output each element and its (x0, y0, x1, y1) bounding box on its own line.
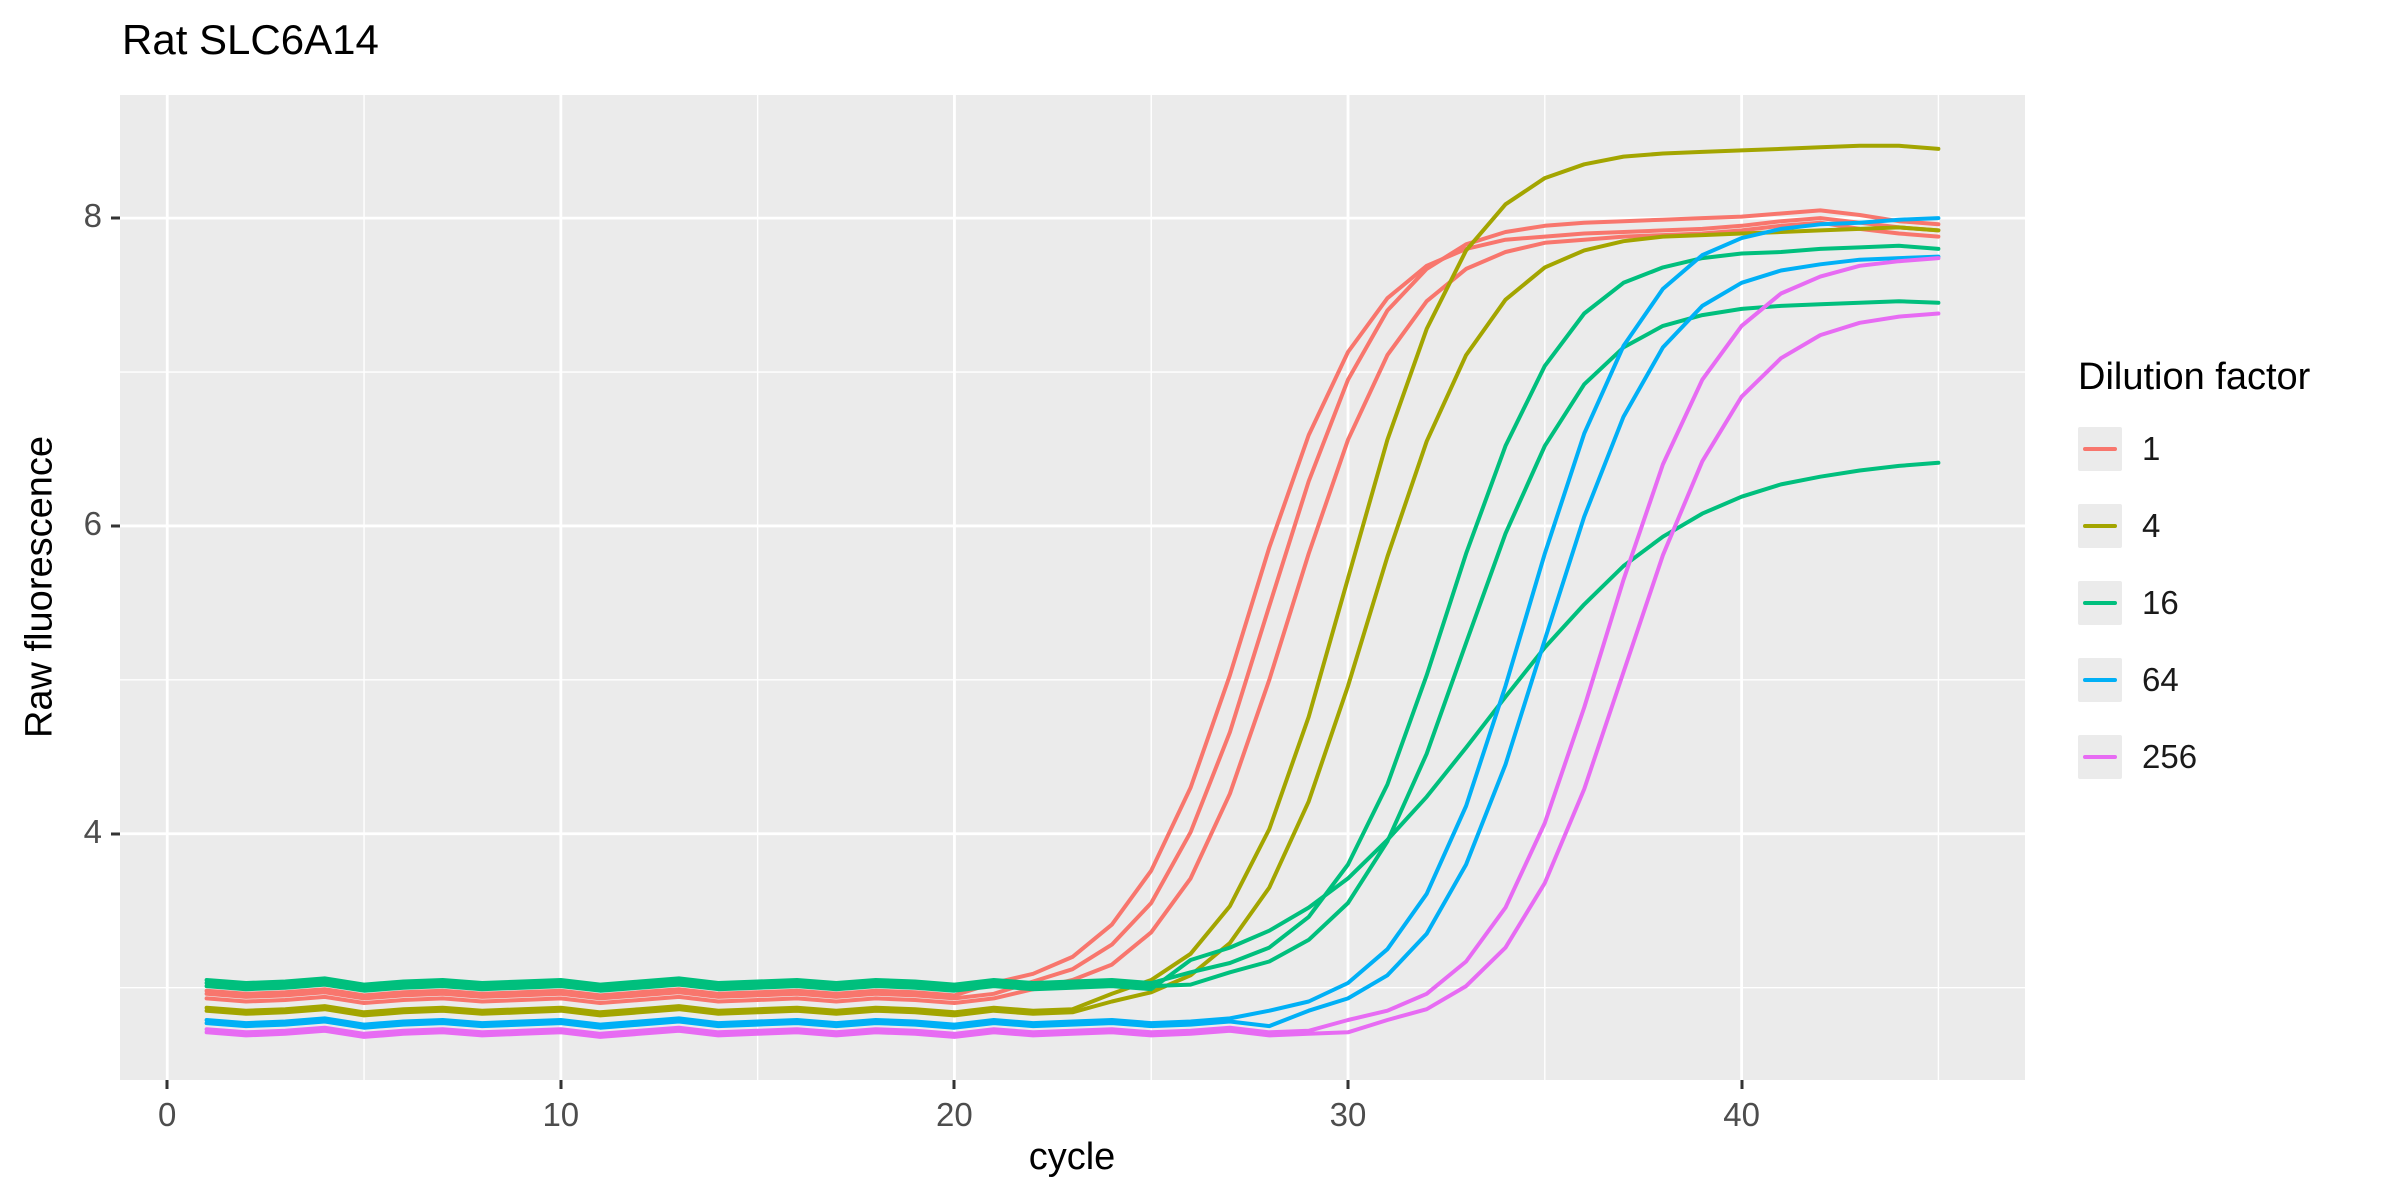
series-line-1-A (204, 208, 1941, 1001)
x-tick-mark (952, 1080, 956, 1089)
legend-key (2078, 735, 2122, 779)
series-line-64-A (204, 216, 1941, 1027)
y-axis-label: Raw fluorescence (18, 435, 61, 739)
series-line-16-B (204, 299, 1941, 990)
legend-key (2078, 504, 2122, 548)
legend-line-swatch (2083, 600, 2117, 606)
legend-label: 4 (2142, 507, 2161, 544)
x-tick-mark (1346, 1080, 1350, 1089)
legend-items: 1 4 16 64 256 (2078, 427, 2388, 779)
x-tick-label: 0 (158, 1096, 177, 1133)
x-tick-label: 30 (1329, 1096, 1367, 1133)
legend-title: Dilution factor (2078, 356, 2311, 398)
x-tick-label: 20 (936, 1096, 973, 1133)
plot-panel-svg (120, 95, 2025, 1080)
legend-line-swatch (2083, 523, 2117, 529)
series-line-1-C (204, 216, 1941, 998)
legend-key (2078, 427, 2122, 471)
y-tick-mark (111, 832, 120, 836)
x-tick-mark (165, 1080, 169, 1089)
legend-item-256: 256 (2078, 735, 2388, 779)
legend-item-4: 4 (2078, 504, 2388, 548)
series-line-4-B (204, 225, 1941, 1018)
series-line-1-B (204, 220, 1941, 1005)
legend-item-16: 16 (2078, 581, 2388, 625)
legend-label: 64 (2142, 661, 2179, 698)
y-tick-label: 4 (83, 812, 102, 850)
x-axis-label: cycle (1028, 1136, 1116, 1178)
legend: Dilution factor 1 4 16 64 256 (2078, 356, 2388, 779)
legend-label: 256 (2142, 738, 2198, 775)
y-tick-mark (111, 524, 120, 528)
x-tick-label: 40 (1723, 1096, 1760, 1133)
legend-item-1: 1 (2078, 427, 2388, 471)
x-tick-mark (559, 1080, 563, 1089)
x-tick-mark (1740, 1080, 1744, 1089)
legend-key (2078, 658, 2122, 702)
series-line-16-A (204, 243, 1941, 987)
y-tick-mark (111, 216, 120, 220)
chart-title: Rat SLC6A14 (122, 16, 379, 63)
series-line-64-B (204, 254, 1941, 1030)
legend-label: 1 (2142, 430, 2161, 467)
legend-line-swatch (2083, 446, 2117, 452)
legend-line-swatch (2083, 677, 2117, 683)
legend-line-swatch (2083, 754, 2117, 760)
y-tick-label: 6 (83, 505, 102, 543)
plot-panel (120, 95, 2025, 1080)
series-line-4-A (204, 143, 1941, 1015)
legend-label: 16 (2142, 584, 2179, 621)
legend-item-64: 64 (2078, 658, 2388, 702)
series-line-16-C (204, 460, 1941, 993)
legend-key (2078, 581, 2122, 625)
series-line-256-A (204, 256, 1941, 1036)
series-line-256-B (204, 311, 1941, 1039)
y-tick-label: 8 (83, 197, 102, 235)
x-tick-label: 10 (542, 1096, 580, 1133)
